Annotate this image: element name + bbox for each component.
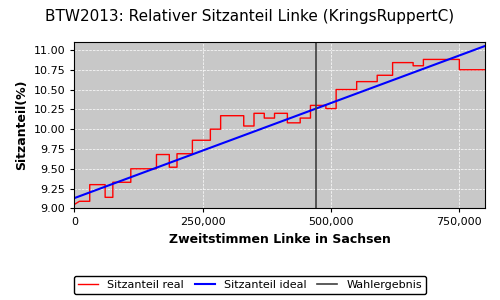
Legend: Sitzanteil real, Sitzanteil ideal, Wahlergebnis: Sitzanteil real, Sitzanteil ideal, Wahle… (74, 276, 426, 294)
Line: Sitzanteil real: Sitzanteil real (74, 59, 485, 205)
Sitzanteil real (284, 121, 290, 124)
Sitzanteil real (420, 58, 426, 61)
Sitzanteil real (218, 128, 224, 131)
Text: BTW2013: Relativer Sitzanteil Linke (KringsRuppertC): BTW2013: Relativer Sitzanteil Linke (Kri… (46, 9, 455, 24)
Sitzanteil real (72, 203, 78, 206)
Sitzanteil real (128, 167, 134, 171)
Sitzanteil real (308, 103, 314, 107)
Sitzanteil real (482, 68, 488, 71)
Sitzanteil real (284, 112, 290, 115)
Y-axis label: Sitzanteil(%): Sitzanteil(%) (15, 80, 28, 170)
X-axis label: Zweitstimmen Linke in Sachsen: Zweitstimmen Linke in Sachsen (168, 233, 390, 246)
Sitzanteil real (272, 116, 278, 120)
